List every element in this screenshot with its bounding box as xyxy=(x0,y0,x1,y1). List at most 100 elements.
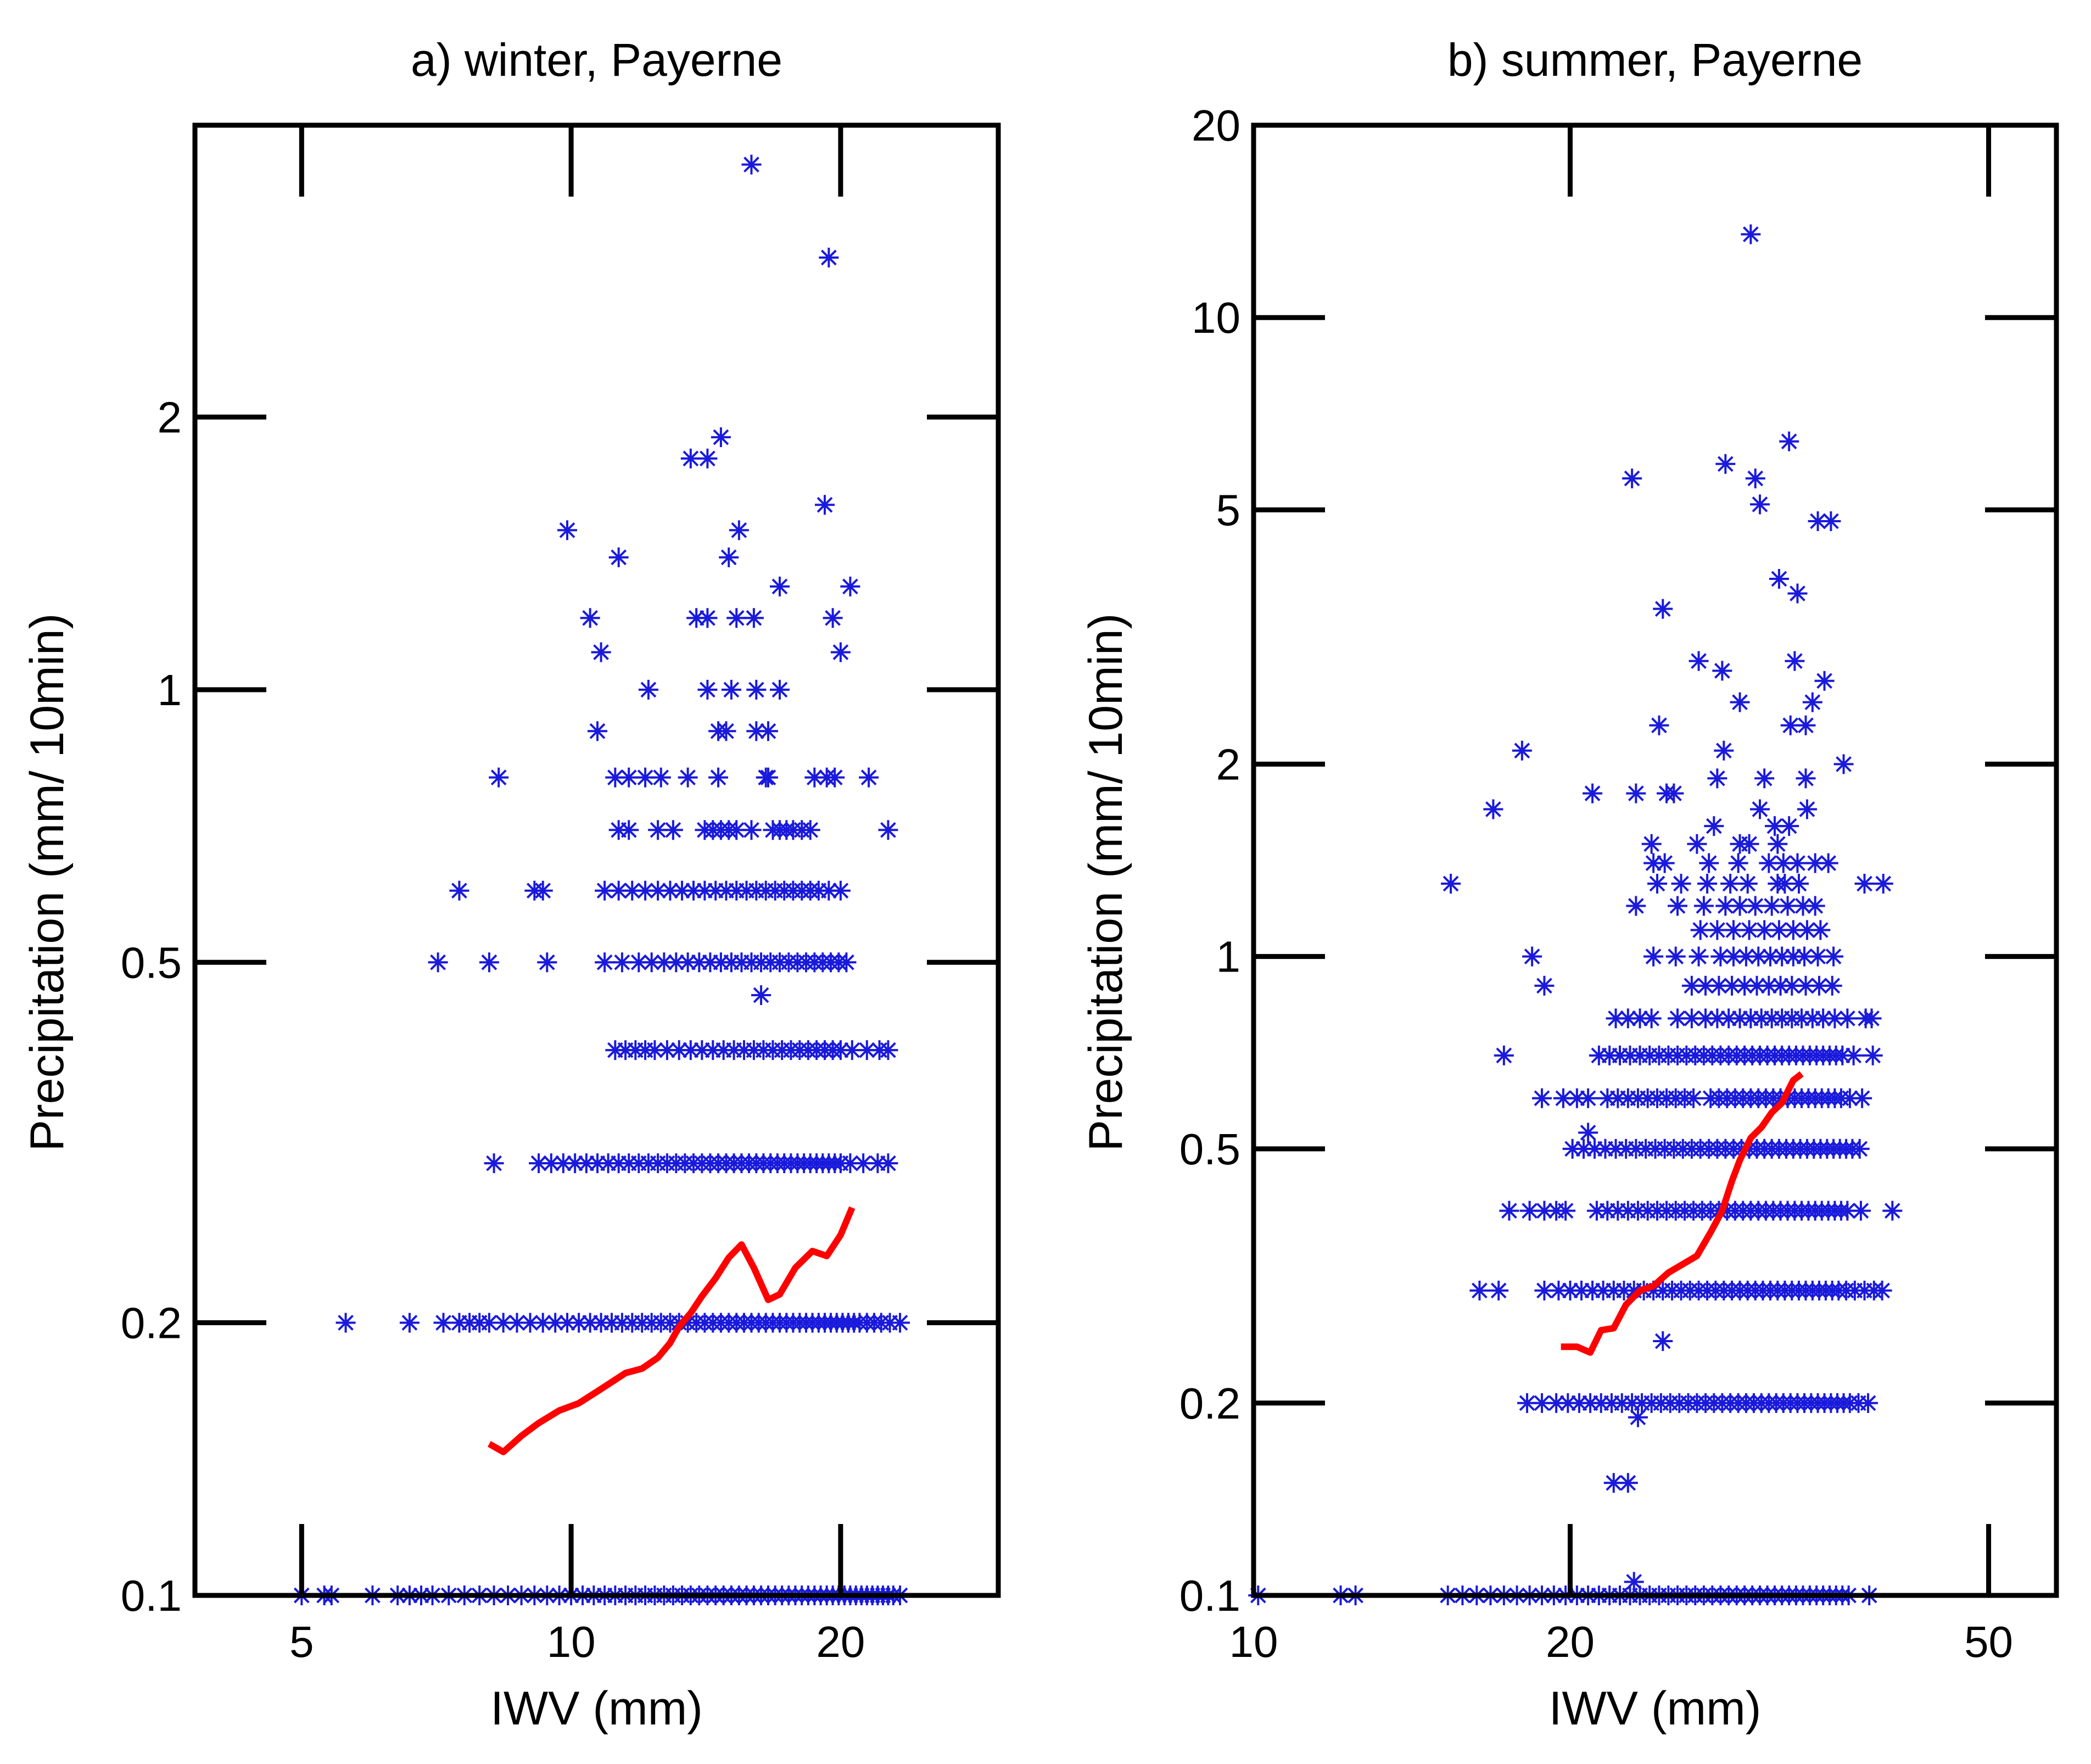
data-point xyxy=(1715,896,1736,916)
data-point xyxy=(1641,1008,1662,1029)
data-point xyxy=(1469,1280,1490,1300)
data-point xyxy=(1519,1201,1540,1221)
data-point xyxy=(1494,1045,1514,1065)
data-point xyxy=(830,642,851,662)
x-tick-label: 5 xyxy=(289,1617,314,1666)
data-point xyxy=(758,767,778,788)
y-tick-label: 0.1 xyxy=(121,1571,182,1620)
data-point xyxy=(1737,874,1758,894)
data-point xyxy=(1858,1393,1878,1413)
data-point xyxy=(1624,1572,1644,1592)
x-tick-label: 10 xyxy=(547,1617,596,1666)
data-point xyxy=(619,820,639,840)
data-point xyxy=(608,547,629,567)
data-point xyxy=(1787,853,1808,873)
data-point xyxy=(1772,946,1792,967)
panel-summer: 10 20 50 0.1 0.2 0.5 1 2 5 10 20 b) summer, Payerne… xyxy=(1080,34,2059,1735)
data-point xyxy=(1723,920,1743,940)
data-point xyxy=(1810,920,1831,940)
data-point xyxy=(878,1040,898,1060)
chart-title: b) summer, Payerne xyxy=(1447,34,1863,86)
y-axis-label: Precipitation (mm/ 10min) xyxy=(1080,613,1132,1152)
running-mean-line xyxy=(1561,1071,1804,1356)
data-point xyxy=(1785,651,1805,671)
data-point xyxy=(1861,1008,1882,1029)
data-point xyxy=(1796,715,1816,735)
scatter-points xyxy=(1248,224,1903,1605)
x-tick-label: 10 xyxy=(1229,1617,1278,1666)
data-point xyxy=(1852,1088,1872,1108)
data-point xyxy=(1714,740,1734,761)
data-point xyxy=(1643,946,1664,967)
data-point xyxy=(1687,834,1707,854)
data-point xyxy=(878,820,898,840)
data-point xyxy=(1808,946,1828,967)
data-point xyxy=(1626,783,1646,803)
data-point xyxy=(1749,799,1770,819)
data-point xyxy=(591,642,611,662)
y-tick-label: 20 xyxy=(1192,101,1240,150)
y-tick-label: 0.1 xyxy=(1179,1571,1240,1620)
y-tick-label: 0.2 xyxy=(1179,1379,1240,1428)
data-point xyxy=(1667,896,1687,916)
data-point xyxy=(804,767,825,788)
x-tick-label: 50 xyxy=(1964,1617,2013,1666)
y-tick-label: 1 xyxy=(1216,933,1241,981)
data-point xyxy=(1882,1201,1903,1221)
data-point xyxy=(1489,1280,1509,1300)
y-tick-label: 5 xyxy=(1216,485,1241,534)
data-point xyxy=(1818,853,1838,873)
data-point xyxy=(1802,692,1822,712)
data-point xyxy=(857,1040,877,1060)
data-point xyxy=(743,608,764,628)
data-point xyxy=(1769,920,1789,940)
data-point xyxy=(1628,1407,1648,1427)
data-point xyxy=(1837,1008,1858,1029)
data-point xyxy=(1775,874,1795,894)
data-point xyxy=(1556,1201,1576,1221)
data-point xyxy=(645,1040,665,1060)
data-point xyxy=(680,448,701,468)
data-point xyxy=(399,1313,420,1333)
data-point xyxy=(1720,874,1741,894)
x-axis-label: IWV (mm) xyxy=(490,1682,703,1735)
data-point xyxy=(595,880,615,901)
data-point xyxy=(489,767,509,788)
data-point xyxy=(1712,661,1732,681)
data-point xyxy=(711,427,731,448)
data-point xyxy=(1641,834,1662,854)
x-tick-label: 20 xyxy=(1546,1617,1595,1666)
data-point xyxy=(1483,799,1503,819)
data-point xyxy=(716,721,736,741)
data-point xyxy=(1805,896,1825,916)
data-point xyxy=(1707,920,1727,940)
data-point xyxy=(800,820,820,840)
data-point xyxy=(1788,874,1809,894)
data-point xyxy=(638,679,658,700)
data-point xyxy=(1832,1045,1853,1065)
data-point xyxy=(1777,896,1798,916)
data-point xyxy=(1872,1280,1892,1300)
data-point xyxy=(449,880,469,901)
data-point xyxy=(1699,853,1719,873)
data-point xyxy=(1618,1008,1638,1029)
data-point xyxy=(1873,874,1893,894)
plot-frame xyxy=(192,122,1001,1598)
data-point xyxy=(1849,1138,1870,1159)
data-point xyxy=(557,520,577,540)
data-point xyxy=(840,576,860,596)
data-point xyxy=(608,880,629,901)
y-tick-label: 2 xyxy=(158,393,182,442)
data-point xyxy=(1779,431,1799,451)
data-point xyxy=(1664,783,1684,803)
x-axis-label: IWV (mm) xyxy=(1549,1682,1762,1735)
y-axis-label: Precipitation (mm/ 10min) xyxy=(21,613,74,1152)
data-point xyxy=(1690,920,1710,940)
data-point xyxy=(758,721,778,741)
data-point xyxy=(1578,1123,1598,1143)
data-point xyxy=(1512,740,1532,761)
data-point xyxy=(1730,692,1750,712)
data-point xyxy=(1499,1201,1519,1221)
data-point xyxy=(1622,468,1642,489)
